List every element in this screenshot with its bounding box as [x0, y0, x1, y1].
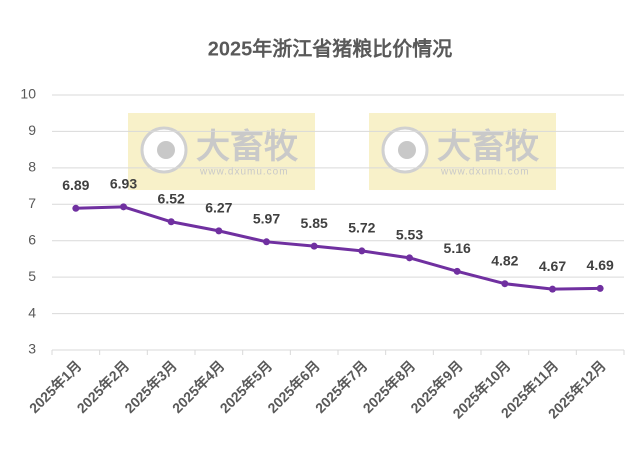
- y-tick-label: 7: [28, 195, 36, 211]
- point: [549, 285, 556, 293]
- watermark-logo-eye: [398, 141, 416, 159]
- series-line: [75, 205, 601, 291]
- watermark-logo-eye: [157, 141, 175, 159]
- data-label: 4.69: [587, 257, 614, 273]
- point: [501, 280, 509, 288]
- data-label: 6.89: [62, 177, 89, 193]
- y-tick-label: 6: [28, 231, 36, 247]
- data-label: 5.53: [396, 227, 423, 243]
- y-tick-label: 3: [28, 341, 36, 357]
- chart-title: 2025年浙江省猪粮比价情况: [208, 36, 453, 60]
- point: [263, 238, 270, 246]
- point: [215, 227, 223, 235]
- data-label: 4.82: [491, 252, 518, 268]
- point: [72, 204, 80, 212]
- data-label: 5.85: [301, 215, 328, 231]
- point: [310, 242, 318, 250]
- data-label: 4.67: [539, 258, 566, 274]
- point: [596, 284, 604, 292]
- watermark-brand: 大畜牧: [196, 127, 299, 166]
- data-label: 5.72: [348, 220, 375, 236]
- point: [406, 254, 413, 262]
- data-label: 5.97: [253, 211, 280, 227]
- data-label: 6.52: [158, 190, 185, 206]
- y-tick-label: 5: [28, 268, 36, 284]
- watermark-brand: 大畜牧: [437, 127, 540, 166]
- y-tick-label: 8: [28, 159, 36, 175]
- data-label: 6.27: [205, 200, 232, 216]
- point: [453, 267, 461, 275]
- y-tick-label: 10: [20, 86, 36, 102]
- watermark-url: www.dxumu.com: [199, 167, 289, 178]
- y-tick-label: 4: [28, 304, 36, 320]
- point: [358, 247, 366, 255]
- data-label: 5.16: [444, 240, 471, 256]
- watermark-url: www.dxumu.com: [440, 167, 530, 178]
- point: [120, 203, 127, 211]
- data-label: 6.93: [110, 176, 137, 192]
- y-tick-label: 9: [28, 122, 36, 138]
- point: [167, 218, 175, 226]
